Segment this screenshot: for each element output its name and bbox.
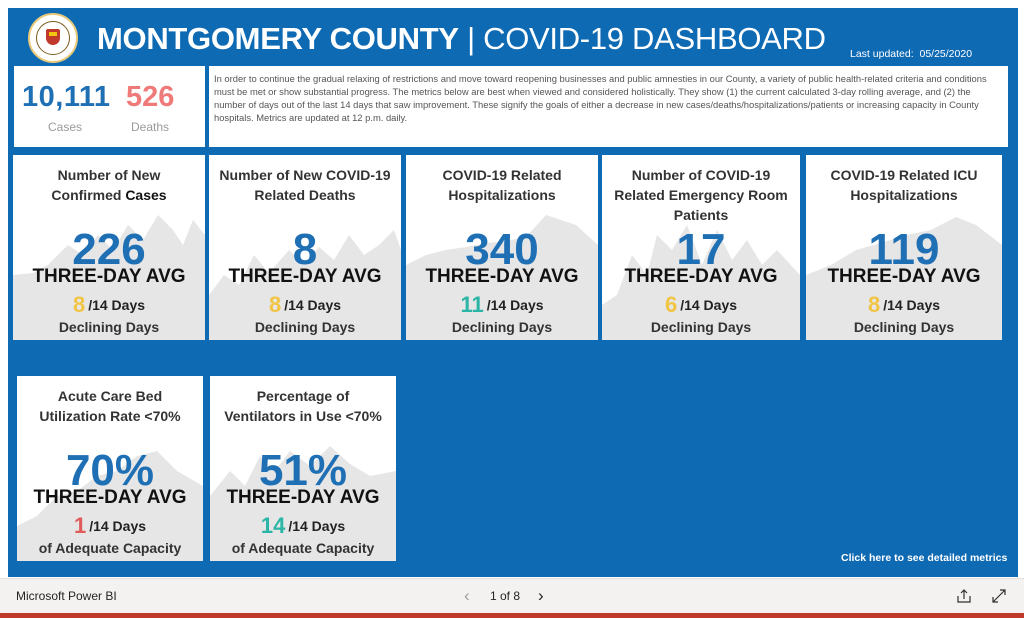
title-county: MONTGOMERY COUNTY (97, 21, 459, 56)
card-title: Number of COVID-19 Related Emergency Room… (614, 167, 788, 223)
trend-background-chart (17, 451, 203, 561)
improving-days-count: 14 (260, 513, 286, 538)
last-updated: Last updated: 05/25/2020 (850, 48, 972, 60)
three-day-avg-label: THREE-DAY AVG (425, 266, 579, 287)
card-subtitle: of Adequate Capacity (38, 540, 182, 556)
card-subtitle: Declining Days (451, 319, 553, 335)
improving-days: 8/14 Days (209, 292, 401, 317)
improving-days: 8/14 Days (806, 292, 1002, 317)
cases-label: Cases (48, 120, 83, 134)
card-title: Number of New COVID-19 Related Deaths (219, 167, 391, 203)
deaths-count: 526 (126, 81, 175, 113)
card-subtitle: Declining Days (853, 319, 955, 335)
trend-background-chart (406, 215, 598, 340)
metric-card[interactable]: Acute Care Bed Utilization Rate <70% 70% TH… (17, 376, 203, 561)
description-panel: In order to continue the gradual relaxin… (209, 66, 1008, 147)
powerbi-brand[interactable]: Microsoft Power BI (16, 589, 117, 603)
bottom-accent-bar (0, 613, 1024, 618)
chevron-left-icon[interactable]: ‹ (464, 586, 470, 605)
last-updated-label: Last updated: (850, 48, 914, 60)
improving-days-count: 11 (460, 292, 484, 317)
metric-card[interactable]: Number of COVID-19 Related Emergency Room… (602, 155, 800, 340)
improving-days-suffix: /14 Days (89, 518, 147, 534)
title-dashboard: | COVID-19 DASHBOARD (458, 21, 826, 56)
metric-value: 119 (868, 225, 940, 274)
last-updated-date: 05/25/2020 (919, 48, 973, 60)
card-title: COVID-19 Related Hospitalizations (442, 167, 562, 203)
metric-card[interactable]: COVID-19 Related Hospitalizations 340 THREE… (406, 155, 598, 340)
detailed-metrics-link[interactable]: Click here to see detailed metrics (841, 552, 1008, 564)
trend-background-chart (806, 217, 1002, 340)
improving-days: 14/14 Days (210, 513, 396, 538)
improving-days-suffix: /14 Days (883, 297, 941, 313)
share-icon[interactable] (956, 588, 972, 604)
improving-days-count: 6 (664, 292, 678, 317)
card-subtitle: Declining Days (254, 319, 356, 335)
powerbi-footer: Microsoft Power BI ‹ 1 of 8 › (0, 578, 1024, 613)
metric-card[interactable]: COVID-19 Related ICU Hospitalizations 119 T… (806, 155, 1002, 340)
summary-panel: 10,111 526 Cases Deaths (14, 66, 205, 147)
improving-days-suffix: /14 Days (680, 297, 738, 313)
improving-days-count: 8 (867, 292, 881, 317)
card-title: Percentage of Ventilators in Use <70% (224, 388, 382, 424)
page-indicator: 1 of 8 (490, 589, 521, 603)
metric-card[interactable]: Number of New COVID-19 Related Deaths 8 THR… (209, 155, 401, 340)
improving-days: 8/14 Days (13, 292, 205, 317)
three-day-avg-label: THREE-DAY AVG (33, 487, 187, 508)
three-day-avg-label: THREE-DAY AVG (624, 266, 778, 287)
improving-days-count: 8 (268, 292, 282, 317)
trend-background-chart (13, 215, 205, 340)
improving-days-count: 8 (72, 292, 86, 317)
improving-days-suffix: /14 Days (88, 297, 146, 313)
metric-card[interactable]: Number of New Confirmed Cases 226 THREE-DAY… (13, 155, 205, 340)
card-subtitle: Declining Days (650, 319, 752, 335)
improving-days: 1/14 Days (17, 513, 203, 538)
card-subtitle: Declining Days (58, 319, 160, 335)
improving-days: 6/14 Days (602, 292, 800, 317)
three-day-avg-label: THREE-DAY AVG (226, 487, 380, 508)
metric-value: 8 (292, 225, 318, 274)
card-subtitle: of Adequate Capacity (231, 540, 375, 556)
three-day-avg-label: THREE-DAY AVG (228, 266, 382, 287)
improving-days-suffix: /14 Days (288, 518, 346, 534)
page-navigator: ‹ 1 of 8 › (462, 587, 562, 607)
card-title: Number of New Confirmed Cases (51, 167, 167, 203)
card-title: COVID-19 Related ICU Hospitalizations (830, 167, 978, 203)
trend-background-chart (209, 230, 401, 340)
chevron-right-icon[interactable]: › (538, 586, 544, 605)
improving-days-suffix: /14 Days (284, 297, 342, 313)
metric-value: 226 (72, 225, 146, 274)
card-title: Acute Care Bed Utilization Rate <70% (39, 388, 181, 424)
deaths-label: Deaths (131, 120, 170, 134)
improving-days: 11/14 Days (406, 292, 598, 317)
cases-count: 10,111 (22, 81, 111, 113)
trend-background-chart (602, 225, 800, 340)
metric-value: 51% (258, 446, 348, 495)
improving-days-suffix: /14 Days (486, 297, 544, 313)
three-day-avg-label: THREE-DAY AVG (827, 266, 981, 287)
three-day-avg-label: THREE-DAY AVG (32, 266, 186, 287)
metric-card[interactable]: Percentage of Ventilators in Use <70% 51% T… (210, 376, 396, 561)
improving-days-count: 1 (73, 513, 87, 538)
metric-value: 17 (676, 225, 726, 274)
metric-value: 340 (465, 225, 539, 274)
metric-value: 70% (65, 446, 155, 495)
trend-background-chart (210, 446, 396, 561)
expand-icon[interactable] (991, 588, 1007, 604)
county-seal-icon (28, 13, 78, 63)
dashboard-title: MONTGOMERY COUNTY | COVID-19 DASHBOARD (97, 20, 826, 58)
